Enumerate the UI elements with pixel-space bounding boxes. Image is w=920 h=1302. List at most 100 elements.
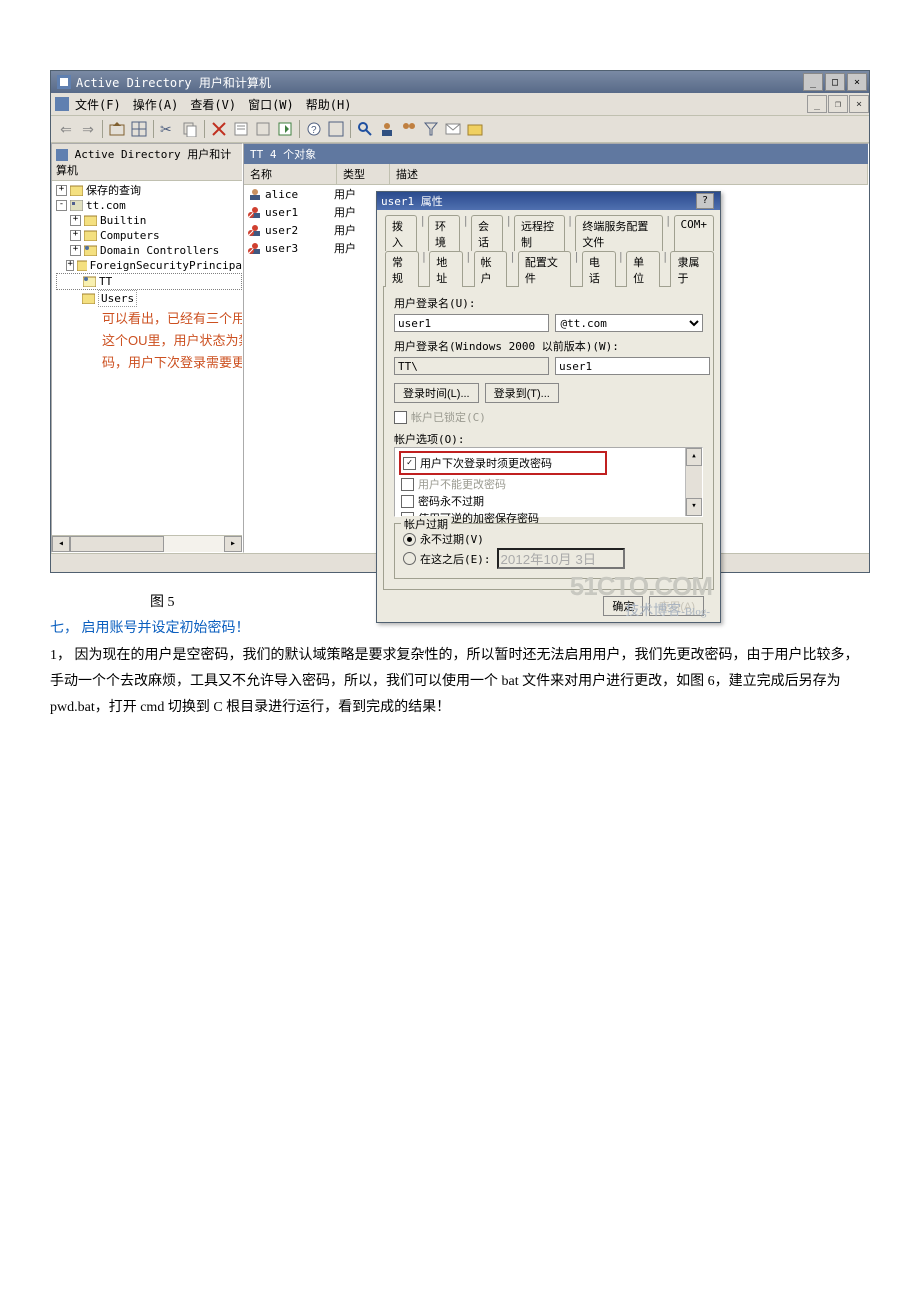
mdi-restore-button[interactable]: ❐ xyxy=(828,95,848,113)
col-name[interactable]: 名称 xyxy=(244,164,337,184)
mail-icon[interactable] xyxy=(445,121,461,137)
ad-titlebar[interactable]: Active Directory 用户和计算机 _ □ × xyxy=(51,71,869,93)
tree-node-domain[interactable]: tt.com xyxy=(86,198,126,213)
tree-node-users[interactable]: Users xyxy=(98,290,137,307)
forward-icon[interactable]: ⇒ xyxy=(80,121,96,137)
mdi-close-button[interactable]: × xyxy=(849,95,869,113)
expander-icon[interactable]: + xyxy=(70,245,81,256)
folder-plus-icon[interactable] xyxy=(467,121,483,137)
dialog-tabs-row1: 拨入| 环境| 会话| 远程控制| 终端服务配置文件| COM+ xyxy=(377,210,720,250)
tab-env[interactable]: 环境 xyxy=(428,215,460,251)
tab-general[interactable]: 常规 xyxy=(385,251,419,287)
change-pwd-label: 用户下次登录时须更改密码 xyxy=(420,455,552,471)
menu-file[interactable]: 文件(F) xyxy=(71,96,129,113)
tree-header: Active Directory 用户和计算机 xyxy=(52,144,242,181)
row-name: user3 xyxy=(265,242,298,255)
delete-icon[interactable] xyxy=(211,121,227,137)
logon-hours-button[interactable]: 登录时间(L)... xyxy=(394,383,479,403)
logon-suffix-select[interactable]: @tt.com xyxy=(555,314,703,332)
list-caption: TT 4 个对象 xyxy=(244,144,868,164)
tab-dialin[interactable]: 拨入 xyxy=(385,215,417,251)
tree-node-saved-queries[interactable]: 保存的查询 xyxy=(86,183,141,198)
folder-icon xyxy=(84,230,97,241)
new-group-icon[interactable] xyxy=(401,121,417,137)
logon-to-button[interactable]: 登录到(T)... xyxy=(485,383,559,403)
menu-help[interactable]: 帮助(H) xyxy=(302,96,360,113)
col-type[interactable]: 类型 xyxy=(337,164,390,184)
scroll-right-icon[interactable]: ▸ xyxy=(224,536,242,552)
close-button[interactable]: × xyxy=(847,73,867,91)
menu-view[interactable]: 查看(V) xyxy=(186,96,244,113)
cannot-change-checkbox[interactable] xyxy=(401,478,414,491)
find-icon[interactable] xyxy=(357,121,373,137)
never-expire-radio[interactable] xyxy=(403,533,416,546)
copy-icon[interactable] xyxy=(182,121,198,137)
dialog-title: user1 属性 xyxy=(381,193,443,209)
tab-org[interactable]: 单位 xyxy=(626,251,660,287)
properties-icon[interactable] xyxy=(233,121,249,137)
tree-node-fsp[interactable]: ForeignSecurityPrincipa xyxy=(90,258,242,273)
tree-header-label: Active Directory 用户和计算机 xyxy=(56,148,231,177)
expander-icon[interactable]: + xyxy=(66,260,74,271)
logon-name-input[interactable] xyxy=(394,314,549,332)
tab-profile[interactable]: 配置文件 xyxy=(518,251,571,287)
never-expire-label: 密码永不过期 xyxy=(418,493,484,509)
ok-button[interactable]: 确定 xyxy=(603,596,643,616)
menu-action[interactable]: 操作(A) xyxy=(129,96,187,113)
account-options-label: 帐户选项(O): xyxy=(394,431,703,447)
logon-2000-input[interactable] xyxy=(555,357,710,375)
refresh-icon[interactable] xyxy=(255,121,271,137)
tab-phone[interactable]: 电话 xyxy=(582,251,616,287)
tab-com[interactable]: COM+ xyxy=(674,215,715,251)
change-pwd-checkbox[interactable] xyxy=(403,457,416,470)
expander-icon[interactable]: + xyxy=(56,185,67,196)
scroll-down-icon[interactable]: ▾ xyxy=(686,498,702,516)
expire-at-radio[interactable] xyxy=(403,552,416,565)
maximize-button[interactable]: □ xyxy=(825,73,845,91)
annotation-line-3: 码，用户下次登录需要更改密码 xyxy=(102,352,243,374)
filter-icon[interactable] xyxy=(423,121,439,137)
dialog-titlebar[interactable]: user1 属性 ? xyxy=(377,192,720,210)
ad-window: Active Directory 用户和计算机 _ □ × 文件(F) 操作(A… xyxy=(50,70,870,573)
minimize-button[interactable]: _ xyxy=(803,73,823,91)
tree-node-tt[interactable]: TT xyxy=(99,274,112,289)
mdi-minimize-button[interactable]: _ xyxy=(807,95,827,113)
back-icon[interactable]: ⇐ xyxy=(58,121,74,137)
apply-button[interactable]: 应用(A) xyxy=(649,596,704,616)
col-desc[interactable]: 描述 xyxy=(390,164,868,184)
row-type: 用户 xyxy=(334,186,378,202)
new-user-icon[interactable] xyxy=(379,121,395,137)
cut-icon[interactable]: ✂ xyxy=(160,121,176,137)
up-icon[interactable] xyxy=(109,121,125,137)
options-scrollbar[interactable]: ▴ ▾ xyxy=(685,448,702,516)
export-icon[interactable] xyxy=(277,121,293,137)
never-expire-radio-label: 永不过期(V) xyxy=(420,531,484,547)
tab-remote[interactable]: 远程控制 xyxy=(514,215,565,251)
tree-node-computers[interactable]: Computers xyxy=(100,228,160,243)
list-icon[interactable] xyxy=(328,121,344,137)
locked-checkbox xyxy=(394,411,407,424)
expire-group-label: 帐户过期 xyxy=(401,516,451,532)
expander-icon[interactable]: - xyxy=(56,200,67,211)
menu-window[interactable]: 窗口(W) xyxy=(244,96,302,113)
expander-icon[interactable]: + xyxy=(70,215,81,226)
user-icon xyxy=(248,206,262,218)
tab-account[interactable]: 帐户 xyxy=(474,251,508,287)
tab-session[interactable]: 会话 xyxy=(471,215,503,251)
scroll-left-icon[interactable]: ◂ xyxy=(52,536,70,552)
tab-address[interactable]: 地址 xyxy=(429,251,463,287)
help-icon[interactable]: ? xyxy=(306,121,322,137)
scroll-up-icon[interactable]: ▴ xyxy=(686,448,702,466)
tree-node-dc[interactable]: Domain Controllers xyxy=(100,243,219,258)
expire-date-input xyxy=(497,548,625,569)
expander-icon[interactable]: + xyxy=(70,230,81,241)
tree-node-builtin[interactable]: Builtin xyxy=(100,213,146,228)
tab-memberof[interactable]: 隶属于 xyxy=(670,251,714,287)
toolbar: ⇐ ⇒ ✂ ? xyxy=(51,116,869,143)
ad-app-icon xyxy=(55,97,69,111)
tab-ts[interactable]: 终端服务配置文件 xyxy=(575,215,663,251)
grid-icon[interactable] xyxy=(131,121,147,137)
dialog-help-icon[interactable]: ? xyxy=(696,193,714,209)
never-expire-checkbox[interactable] xyxy=(401,495,414,508)
tree-hscroll[interactable]: ◂ ▸ xyxy=(52,535,242,552)
